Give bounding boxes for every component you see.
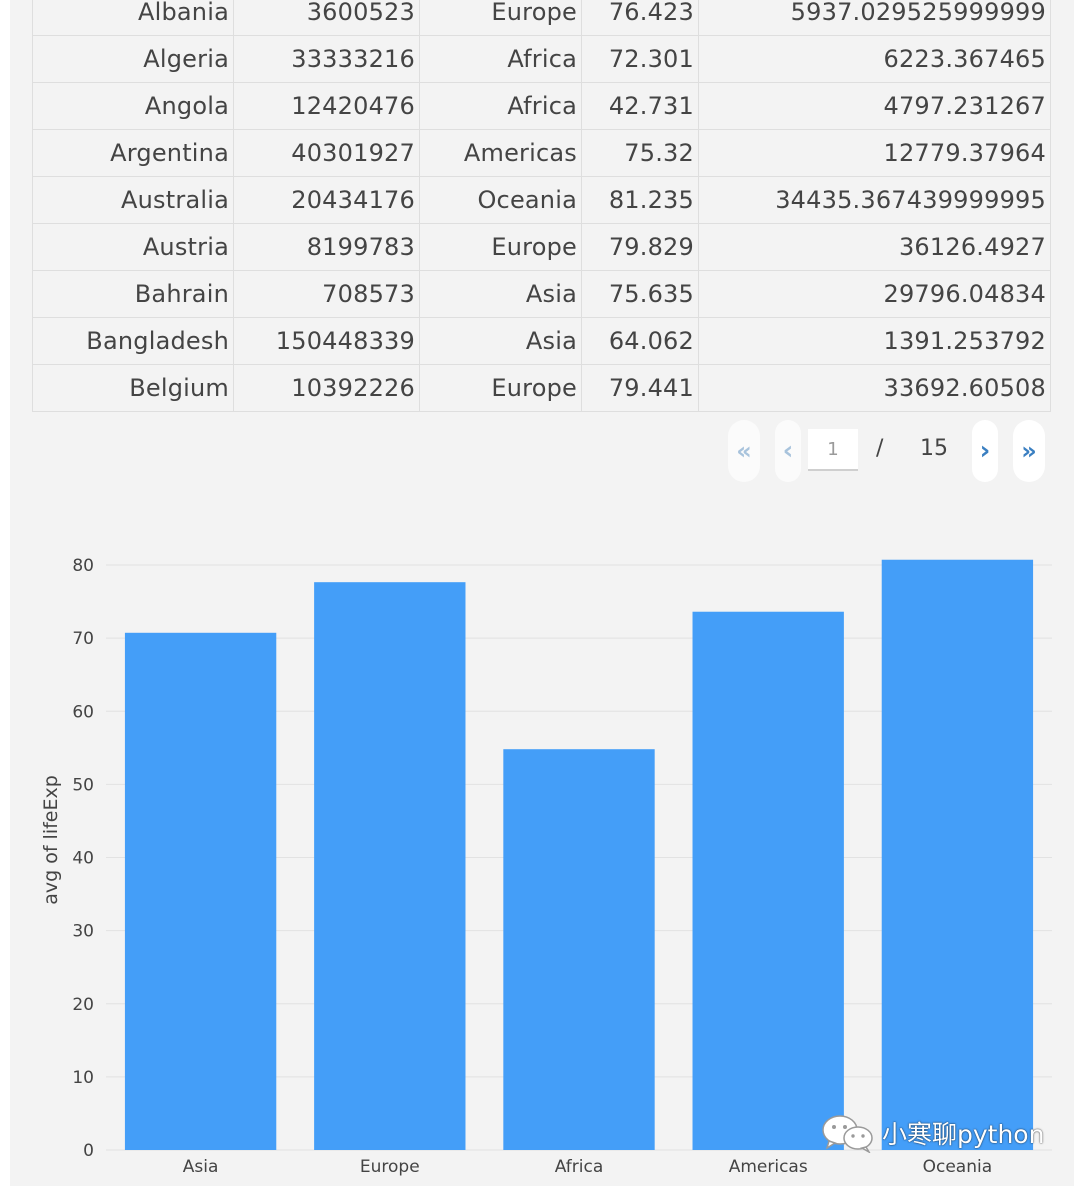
table-row: Austria 8199783 Europe 79.829 36126.4927 — [32, 223, 1051, 271]
cell-pop: 10392226 — [233, 364, 420, 412]
y-tick-label: 0 — [83, 1141, 94, 1161]
cell-gdppercap: 5937.029525999999 — [698, 0, 1051, 36]
cell-lifeexp: 75.635 — [581, 270, 699, 318]
cell-country: Argentina — [32, 129, 234, 177]
cell-lifeexp: 76.423 — [581, 0, 699, 36]
cell-country: Algeria — [32, 35, 234, 83]
y-tick-label: 50 — [72, 775, 94, 795]
cell-lifeexp: 79.829 — [581, 223, 699, 271]
table-row: Australia 20434176 Oceania 81.235 34435.3674… — [32, 176, 1051, 224]
bar-asia[interactable] — [124, 632, 277, 1150]
cell-pop: 12420476 — [233, 82, 420, 130]
prev-page-button[interactable]: ‹ — [775, 420, 801, 482]
y-tick-label: 60 — [72, 702, 94, 722]
table-row: Albania 3600523 Europe 76.423 5937.029525999… — [32, 0, 1051, 36]
dashboard-app: Albania 3600523 Europe 76.423 5937.029525999… — [10, 0, 1074, 1186]
table-row: Argentina 40301927 Americas 75.32 12779.3796… — [32, 129, 1051, 177]
watermark: 小寒聊python — [820, 1113, 1044, 1153]
bar-africa[interactable] — [503, 749, 655, 1150]
chart-bars — [124, 559, 1034, 1150]
table-row: Algeria 33333216 Africa 72.301 6223.367465 — [32, 35, 1051, 83]
cell-continent: Asia — [419, 317, 582, 365]
cell-continent: Oceania — [419, 176, 582, 224]
cell-gdppercap: 6223.367465 — [698, 35, 1051, 83]
cell-continent: Europe — [419, 223, 582, 271]
bar-oceania[interactable] — [881, 559, 1034, 1150]
cell-country: Angola — [32, 82, 234, 130]
cell-pop: 33333216 — [233, 35, 420, 83]
cell-gdppercap: 4797.231267 — [698, 82, 1051, 130]
table-body: Albania 3600523 Europe 76.423 5937.029525999… — [32, 0, 1051, 412]
page-number-input[interactable] — [808, 429, 858, 471]
y-axis-ticks: 0 10 20 30 40 50 60 70 80 — [72, 556, 94, 1161]
cell-lifeexp: 81.235 — [581, 176, 699, 224]
y-tick-label: 70 — [72, 629, 94, 649]
cell-pop: 3600523 — [233, 0, 420, 36]
y-tick-label: 20 — [72, 995, 94, 1015]
cell-gdppercap: 34435.367439999995 — [698, 176, 1051, 224]
cell-lifeexp: 42.731 — [581, 82, 699, 130]
cell-pop: 20434176 — [233, 176, 420, 224]
cell-pop: 150448339 — [233, 317, 420, 365]
table-row: Angola 12420476 Africa 42.731 4797.231267 — [32, 82, 1051, 130]
cell-gdppercap: 36126.4927 — [698, 223, 1051, 271]
cell-country: Australia — [32, 176, 234, 224]
cell-country: Belgium — [32, 364, 234, 412]
y-tick-label: 10 — [72, 1068, 94, 1088]
x-tick-label: Oceania — [923, 1157, 993, 1177]
bar-europe[interactable] — [314, 582, 466, 1150]
cell-continent: Europe — [419, 364, 582, 412]
x-tick-label: Asia — [183, 1157, 219, 1177]
pagination: « ‹ / 15 › » — [10, 420, 1074, 482]
cell-lifeexp: 79.441 — [581, 364, 699, 412]
watermark-text: 小寒聊python — [882, 1120, 1045, 1149]
cell-gdppercap: 29796.04834 — [698, 270, 1051, 318]
y-axis-title: avg of lifeExp — [40, 775, 62, 905]
cell-pop: 8199783 — [233, 223, 420, 271]
y-tick-label: 80 — [72, 556, 94, 576]
cell-pop: 708573 — [233, 270, 420, 318]
x-tick-label: Africa — [555, 1157, 604, 1177]
cell-country: Bahrain — [32, 270, 234, 318]
cell-continent: Americas — [419, 129, 582, 177]
cell-continent: Europe — [419, 0, 582, 36]
table-row: Bangladesh 150448339 Asia 64.062 1391.253792 — [32, 317, 1051, 365]
last-page-button[interactable]: » — [1013, 420, 1045, 482]
first-page-button[interactable]: « — [728, 420, 760, 482]
table-row: Belgium 10392226 Europe 79.441 33692.60508 — [32, 364, 1051, 412]
cell-lifeexp: 75.32 — [581, 129, 699, 177]
cell-pop: 40301927 — [233, 129, 420, 177]
cell-country: Albania — [32, 0, 234, 36]
x-axis-ticks: Asia Europe Africa Americas Oceania — [183, 1157, 992, 1177]
cell-gdppercap: 12779.37964 — [698, 129, 1051, 177]
cell-continent: Asia — [419, 270, 582, 318]
x-tick-label: Europe — [360, 1157, 420, 1177]
next-page-button[interactable]: › — [972, 420, 998, 482]
bar-chart: 0 10 20 30 40 50 60 70 80 Asia Europe Africa Americ… — [40, 556, 1052, 1177]
cell-continent: Africa — [419, 82, 582, 130]
cell-continent: Africa — [419, 35, 582, 83]
y-tick-label: 30 — [72, 922, 94, 942]
cell-lifeexp: 64.062 — [581, 317, 699, 365]
table-row: Bahrain 708573 Asia 75.635 29796.04834 — [32, 270, 1051, 318]
total-pages: 15 — [920, 436, 948, 461]
cell-country: Bangladesh — [32, 317, 234, 365]
cell-country: Austria — [32, 223, 234, 271]
data-table: Albania 3600523 Europe 76.423 5937.029525999… — [32, 0, 1051, 412]
cell-lifeexp: 72.301 — [581, 35, 699, 83]
cell-gdppercap: 1391.253792 — [698, 317, 1051, 365]
y-tick-label: 40 — [72, 849, 94, 869]
x-tick-label: Americas — [729, 1157, 808, 1177]
cell-gdppercap: 33692.60508 — [698, 364, 1051, 412]
bar-americas[interactable] — [692, 611, 844, 1150]
wechat-icon — [822, 1115, 873, 1153]
page-separator: / — [876, 436, 884, 461]
